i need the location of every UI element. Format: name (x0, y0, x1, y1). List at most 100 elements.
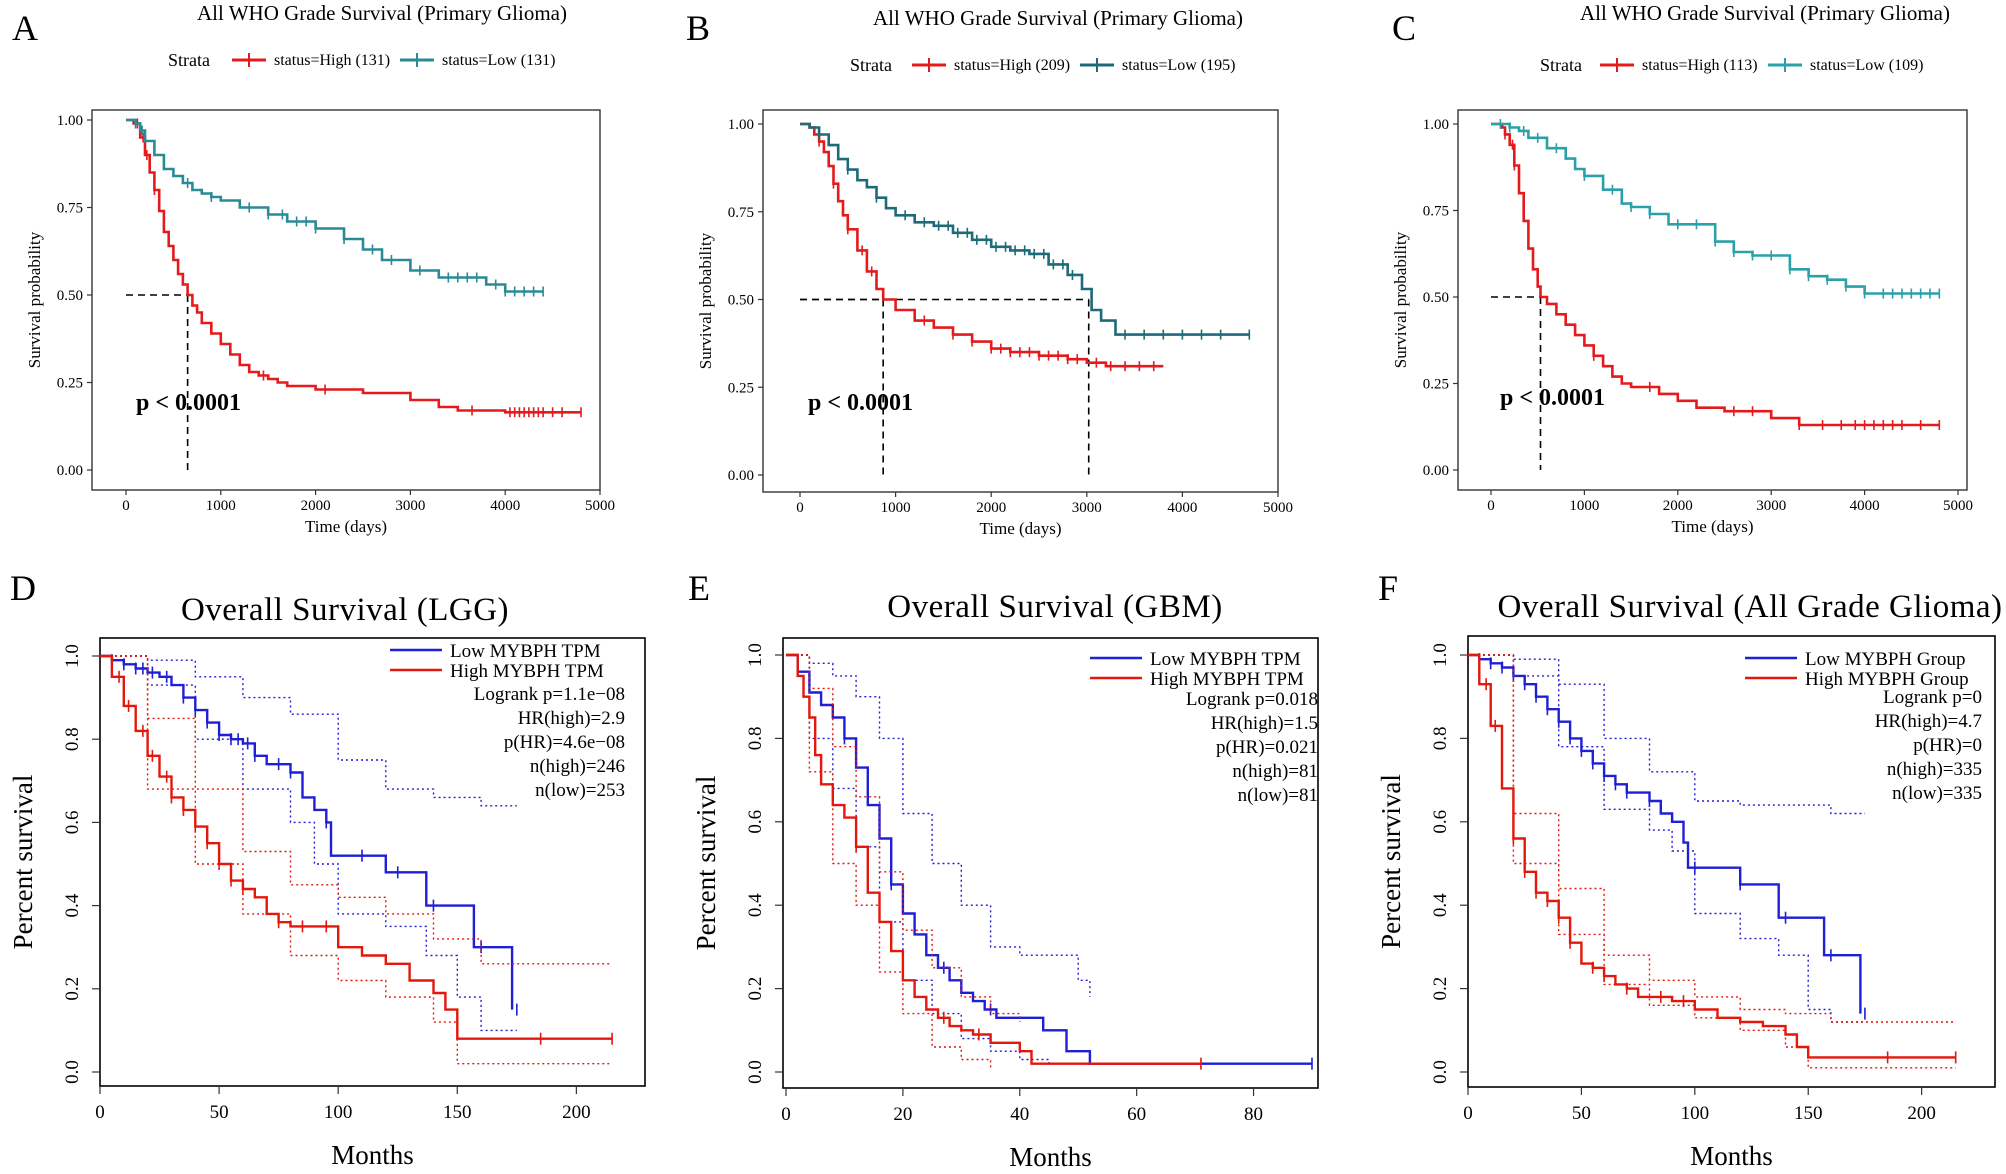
plot-frame (99, 637, 646, 1087)
y-tick-label: 0.75 (728, 205, 754, 221)
y-tick-label: 1.00 (1423, 117, 1449, 133)
x-tick-label: 4000 (1167, 500, 1197, 516)
chart-title: All WHO Grade Survival (Primary Glioma) (873, 6, 1243, 30)
y-tick-label: 0.2 (1430, 977, 1451, 1001)
x-axis-title: Time (days) (305, 517, 387, 536)
x-tick-label: 1000 (1569, 498, 1599, 514)
legend-title: Strata (1540, 55, 1582, 75)
x-axis-title: Months (1690, 1141, 1773, 1171)
legend-label-high: status=High (131) (274, 52, 390, 69)
x-tick-label: 0 (1463, 1103, 1473, 1124)
stat-line: HR(high)=2.9 (518, 708, 625, 729)
x-tick-label: 5000 (1263, 500, 1293, 516)
y-tick-label: 0.0 (1430, 1060, 1451, 1084)
stat-line: Logrank p=1.1e−08 (474, 684, 625, 705)
y-tick-label: 0.00 (57, 463, 83, 479)
legend-title: Strata (850, 55, 892, 75)
survival-curve-low (1491, 122, 1940, 295)
x-axis-title: Time (days) (979, 519, 1061, 538)
chart-title: All WHO Grade Survival (Primary Glioma) (197, 1, 567, 25)
stat-line: n(high)=246 (530, 756, 625, 777)
x-tick-label: 0 (1487, 498, 1495, 514)
x-tick-label: 0 (95, 1102, 105, 1123)
x-axis-title: Months (331, 1140, 414, 1170)
y-tick-label: 0.8 (745, 727, 766, 751)
y-tick-label: 0.00 (1423, 463, 1449, 479)
y-tick-label: 0.50 (1423, 290, 1449, 306)
x-tick-label: 5000 (1943, 498, 1973, 514)
stat-line: p(HR)=0 (1913, 735, 1982, 756)
x-tick-label: 2000 (1663, 498, 1693, 514)
x-tick-label: 200 (562, 1102, 591, 1123)
stat-line: p(HR)=0.021 (1216, 737, 1318, 758)
panel-letter: B (686, 8, 710, 48)
legend-label-high: status=High (113) (1642, 57, 1758, 74)
x-tick-label: 3000 (395, 498, 425, 514)
survival-curve-low (100, 654, 514, 1010)
x-tick-label: 50 (1572, 1103, 1591, 1124)
plot-frame (91, 109, 601, 491)
y-tick-label: 0.25 (57, 376, 83, 392)
x-tick-label: 0 (796, 500, 804, 516)
stat-line: n(low)=335 (1892, 783, 1982, 804)
plot-frame (762, 109, 1279, 493)
y-tick-label: 0.8 (62, 727, 83, 751)
legend-label-low: status=Low (109) (1810, 57, 1923, 74)
y-tick-label: 0.2 (62, 977, 83, 1001)
stat-line: n(low)=253 (535, 780, 625, 801)
legend-label-high: status=High (209) (954, 57, 1070, 74)
legend-label-high: High MYBPH TPM (1150, 669, 1304, 690)
x-tick-label: 200 (1907, 1103, 1936, 1124)
legend-title: Strata (168, 50, 210, 70)
y-tick-label: 0.0 (745, 1060, 766, 1084)
y-tick-label: 0.6 (62, 811, 83, 835)
chart-title: Overall Survival (LGG) (181, 592, 509, 628)
x-tick-label: 60 (1127, 1104, 1146, 1125)
y-tick-label: 0.6 (1430, 810, 1451, 834)
y-tick-label: 0.8 (1430, 727, 1451, 751)
x-tick-label: 150 (1794, 1103, 1823, 1124)
y-tick-label: 0.50 (728, 293, 754, 309)
x-tick-label: 0 (781, 1104, 791, 1125)
p-value: p < 0.0001 (808, 390, 913, 416)
ci-lower-high (786, 654, 992, 1068)
x-tick-label: 0 (122, 498, 130, 514)
panel-e: E Overall Survival (GBM) 0 20 40 60 80 0.0 0.2 0.… (688, 568, 1319, 1172)
panel-letter: D (10, 568, 36, 608)
p-value: p < 0.0001 (1500, 385, 1605, 411)
y-tick-label: 0.50 (57, 288, 83, 304)
y-tick-label: 1.0 (745, 643, 766, 667)
survival-curve-high (126, 118, 581, 414)
panel-letter: C (1392, 8, 1416, 48)
panel-letter: F (1378, 568, 1398, 608)
plot-frame (782, 637, 1319, 1089)
y-axis-title: Percent survival (8, 775, 38, 950)
ci-lower-low (1468, 654, 1865, 1023)
chart-title: Overall Survival (GBM) (887, 589, 1222, 625)
panel-c: C All WHO Grade Survival (Primary Glioma)… (1391, 1, 1973, 536)
survival-curve-high (1468, 653, 1956, 1059)
y-tick-label: 0.0 (62, 1060, 83, 1084)
y-axis-title: Survival probability (25, 231, 44, 368)
y-axis-title: Survival probability (1391, 231, 1410, 368)
y-tick-label: 0.00 (728, 468, 754, 484)
stat-line: HR(high)=4.7 (1875, 711, 1982, 732)
stat-line: Logrank p=0.018 (1186, 689, 1318, 710)
x-tick-label: 3000 (1756, 498, 1786, 514)
x-tick-label: 3000 (1072, 500, 1102, 516)
x-tick-label: 150 (443, 1102, 472, 1123)
x-tick-label: 100 (324, 1102, 353, 1123)
x-tick-label: 2000 (976, 500, 1006, 516)
legend-label-high: High MYBPH Group (1805, 669, 1969, 690)
panel-letter: A (12, 8, 38, 48)
y-tick-label: 0.25 (1423, 377, 1449, 393)
survival-curve-high (100, 654, 613, 1040)
ci-lower-high (100, 655, 613, 1065)
ci-lower-high (1468, 654, 1956, 1069)
stat-line: n(low)=81 (1238, 785, 1318, 806)
y-tick-label: 0.25 (728, 380, 754, 396)
survival-curve-low (800, 122, 1250, 336)
p-value: p < 0.0001 (136, 390, 241, 416)
stat-line: Logrank p=0 (1883, 687, 1982, 708)
legend-label-high: High MYBPH TPM (450, 661, 604, 682)
